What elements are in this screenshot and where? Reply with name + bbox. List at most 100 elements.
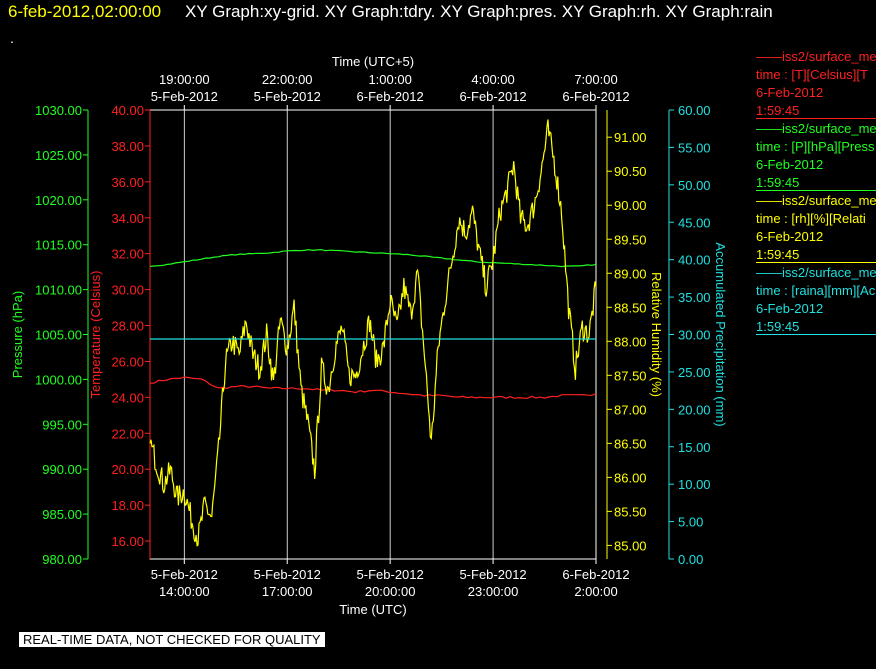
top-axis-title: Time (UTC+5) [332,54,414,69]
temperature-axis-tick-label: 20.00 [111,462,144,477]
top-tick-label-time: 7:00:00 [574,72,617,87]
temperature-axis-tick-label: 36.00 [111,175,144,190]
x-tick-label-time: 23:00:00 [468,584,519,599]
legend-time: 1:59:45 [756,175,800,190]
series-line-relative-humidity [149,119,597,547]
humidity-axis-tick-label: 89.00 [614,266,647,281]
legend-name: ——iss2/surface_met [756,121,876,136]
humidity-axis-title: Relative Humidity (%) [649,272,664,397]
top-tick-label-date: 6-Feb-2012 [357,89,424,104]
top-tick-label-date: 5-Feb-2012 [254,89,321,104]
precipitation-axis-tick-label: 15.00 [678,440,711,455]
x-tick-label-date: 5-Feb-2012 [459,567,526,582]
legend-field: time : [P][hPa][Press [756,139,875,154]
temperature-axis-tick-label: 16.00 [111,534,144,549]
temperature-axis-tick-label: 34.00 [111,211,144,226]
x-tick-label-time: 2:00:00 [574,584,617,599]
precipitation-axis-tick-label: 25.00 [678,365,711,380]
legend-entry-humidity[interactable]: ——iss2/surface_met time : [rh][%][Relati… [756,192,876,263]
precipitation-axis-tick-label: 5.00 [678,515,703,530]
x-tick-label-date: 5-Feb-2012 [357,567,424,582]
pressure-axis-tick-label: 1025.00 [35,148,82,163]
top-tick-label-date: 6-Feb-2012 [562,89,629,104]
pressure-axis-tick-label: 980.00 [42,552,82,567]
top-tick-label-date: 5-Feb-2012 [151,89,218,104]
top-tick-label-date: 6-Feb-2012 [459,89,526,104]
humidity-axis-tick-label: 90.00 [614,198,647,213]
humidity-axis-tick-label: 87.50 [614,368,647,383]
top-tick-label-time: 19:00:00 [159,72,210,87]
legend-date: 6-Feb-2012 [756,157,824,172]
precipitation-axis-tick-label: 30.00 [678,328,711,343]
pressure-axis-tick-label: 1015.00 [35,238,82,253]
temperature-axis-tick-label: 26.00 [111,354,144,369]
temperature-axis-tick-label: 22.00 [111,426,144,441]
precipitation-axis-tick-label: 10.00 [678,477,711,492]
temperature-axis-tick-label: 32.00 [111,247,144,262]
humidity-axis-tick-label: 88.00 [614,334,647,349]
top-tick-label-time: 22:00:00 [262,72,313,87]
precipitation-axis-tick-label: 45.00 [678,215,711,230]
pressure-axis-tick-label: 1010.00 [35,283,82,298]
pressure-axis-tick-label: 995.00 [42,417,82,432]
bottom-axis-title: Time (UTC) [339,602,406,617]
temperature-axis-tick-label: 18.00 [111,498,144,513]
legend-entry-pressure[interactable]: ——iss2/surface_met time : [P][hPa][Press… [756,120,876,191]
x-tick-label-date: 5-Feb-2012 [151,567,218,582]
legend-entry-precipitation[interactable]: ——iss2/surface_met time : [raina][mm][Ac… [756,264,876,335]
legend-field: time : [rh][%][Relati [756,211,866,226]
x-tick-label-time: 17:00:00 [262,584,313,599]
precipitation-axis-tick-label: 20.00 [678,402,711,417]
series-line-pressure [149,249,597,268]
pressure-axis-tick-label: 1030.00 [35,103,82,118]
precipitation-axis-tick-label: 55.00 [678,140,711,155]
precipitation-axis-title: Accumulated Precipitation (mm) [713,242,728,426]
temperature-axis-tick-label: 24.00 [111,390,144,405]
precipitation-axis-tick-label: 0.00 [678,552,703,567]
humidity-axis-tick-label: 91.00 [614,130,647,145]
humidity-axis-tick-label: 85.00 [614,538,647,553]
temperature-axis-title: Temperature (Celsius) [88,271,103,399]
x-tick-label-time: 14:00:00 [159,584,210,599]
legend-date: 6-Feb-2012 [756,229,824,244]
humidity-axis-tick-label: 86.50 [614,436,647,451]
timestamp-label: 6-feb-2012,02:00:00 [8,2,162,21]
legend-time: 1:59:45 [756,247,800,262]
humidity-axis-tick-label: 87.00 [614,402,647,417]
quality-notice: REAL-TIME DATA, NOT CHECKED FOR QUALITY [19,632,325,647]
humidity-axis-tick-label: 89.50 [614,232,647,247]
humidity-axis-tick-label: 90.50 [614,164,647,179]
top-tick-label-time: 1:00:00 [368,72,411,87]
legend-field: time : [raina][mm][Ac [756,283,876,298]
temperature-axis-tick-label: 38.00 [111,139,144,154]
graph-titles: XY Graph:xy-grid. XY Graph:tdry. XY Grap… [185,2,773,21]
pressure-axis-tick-label: 1005.00 [35,328,82,343]
legend-entry-temperature[interactable]: ——iss2/surface_met time : [T][Celsius][T… [756,48,876,119]
legend-time: 1:59:45 [756,103,800,118]
legend-name: ——iss2/surface_met [756,265,876,280]
header-dot: . [10,30,14,46]
pressure-axis-tick-label: 1020.00 [35,193,82,208]
humidity-axis-tick-label: 88.50 [614,300,647,315]
pressure-axis-title: Pressure (hPa) [10,291,25,378]
precipitation-axis-tick-label: 35.00 [678,290,711,305]
legend-date: 6-Feb-2012 [756,85,824,100]
legend-field: time : [T][Celsius][T [756,67,868,82]
temperature-axis-tick-label: 40.00 [111,103,144,118]
pressure-axis-tick-label: 990.00 [42,462,82,477]
x-tick-label-time: 20:00:00 [365,584,416,599]
pressure-axis-tick-label: 1000.00 [35,372,82,387]
legend-date: 6-Feb-2012 [756,301,824,316]
temperature-axis-tick-label: 30.00 [111,283,144,298]
precipitation-axis-tick-label: 50.00 [678,178,711,193]
precipitation-axis-tick-label: 60.00 [678,103,711,118]
precipitation-axis-tick-label: 40.00 [678,253,711,268]
top-tick-label-time: 4:00:00 [471,72,514,87]
series-line-temperature [149,376,597,399]
x-tick-label-date: 5-Feb-2012 [254,567,321,582]
x-tick-label-date: 6-Feb-2012 [562,567,629,582]
humidity-axis-tick-label: 85.50 [614,504,647,519]
temperature-axis-tick-label: 28.00 [111,319,144,334]
humidity-axis-tick-label: 86.00 [614,470,647,485]
